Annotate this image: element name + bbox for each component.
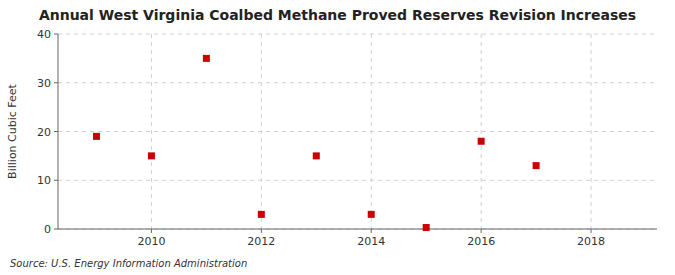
x-tick-label: 2014: [357, 235, 385, 248]
x-tick: [151, 229, 152, 233]
points: [93, 55, 540, 231]
x-tick-label: 2012: [247, 235, 275, 248]
y-tick-label: 40: [37, 28, 51, 41]
x-tick: [371, 229, 372, 233]
y-grid-line: [58, 180, 657, 181]
x-grid-line: [481, 34, 482, 229]
grid: [58, 34, 657, 229]
point: [533, 162, 540, 169]
point: [203, 55, 210, 62]
x-grid-line: [371, 34, 372, 229]
y-tick-label: 30: [37, 77, 51, 90]
y-tick: [54, 82, 58, 83]
point: [93, 133, 100, 140]
x-grid-line: [151, 34, 152, 229]
x-tick: [261, 229, 262, 233]
title: Annual West Virginia Coalbed Methane Pro…: [39, 7, 636, 23]
source-note: Source: U.S. Energy Information Administ…: [10, 258, 247, 269]
y-tick-label: 10: [37, 174, 51, 187]
point: [478, 138, 485, 145]
x-grid-line: [261, 34, 262, 229]
y-tick-label: 20: [37, 126, 51, 139]
point: [313, 152, 320, 159]
x-tick-label: 2010: [137, 235, 165, 248]
x-axis-line: [58, 229, 657, 230]
chart-container: 2010 2012 2014 2016 2018 0 10 20 30 40 Annual West…: [0, 0, 675, 275]
x-tick-label: 2016: [467, 235, 495, 248]
x-tick: [481, 229, 482, 233]
y-grid-line: [58, 82, 657, 83]
x-grid-line: [591, 34, 592, 229]
y-tick: [54, 229, 58, 230]
point: [148, 152, 155, 159]
y-grid-line: [58, 34, 657, 35]
point: [258, 211, 265, 218]
y-axis-label: Billion Cubic Feet: [6, 83, 19, 178]
chart-svg: 2010 2012 2014 2016 2018 0 10 20 30 40 Annual West…: [0, 0, 675, 275]
x-tick: [591, 229, 592, 233]
y-grid-line: [58, 229, 657, 230]
y-tick: [54, 180, 58, 181]
y-tick: [54, 131, 58, 132]
y-tick: [54, 34, 58, 35]
point: [368, 211, 375, 218]
x-tick-label: 2018: [577, 235, 605, 248]
y-tick-label: 0: [44, 223, 51, 236]
y-grid-line: [58, 131, 657, 132]
point: [423, 224, 430, 231]
background: [0, 0, 675, 275]
